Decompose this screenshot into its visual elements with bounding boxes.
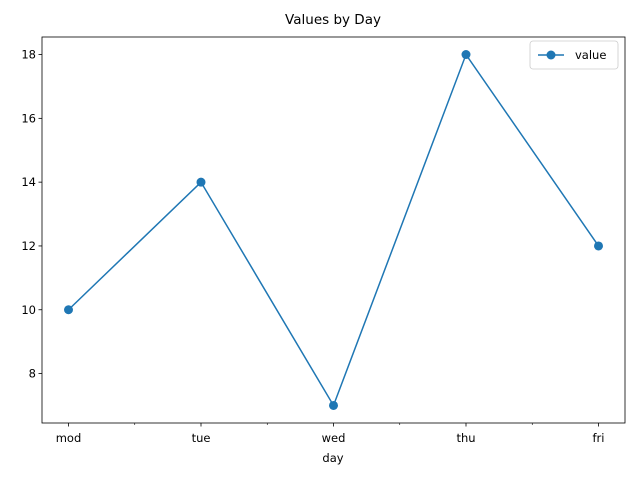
y-tick-label: 8 — [29, 367, 36, 381]
data-point — [594, 241, 603, 251]
legend-label: value — [575, 48, 606, 62]
chart-title: Values by Day — [285, 12, 381, 28]
series-layer — [64, 50, 603, 410]
y-tick-label: 12 — [21, 239, 36, 253]
legend: value — [529, 40, 619, 70]
y-axis: 8 10 12 14 16 18 — [21, 48, 42, 381]
x-tick-label: wed — [322, 431, 346, 445]
data-point — [329, 400, 338, 410]
y-tick-label: 18 — [21, 48, 36, 62]
x-axis: mod tue wed thu fri — [56, 423, 605, 445]
legend-box — [529, 40, 619, 70]
y-tick-label: 16 — [21, 111, 36, 125]
series-line — [67, 52, 600, 408]
x-tick-label: fri — [593, 431, 605, 445]
y-tick-label: 10 — [21, 303, 36, 317]
y-tick-label: 14 — [21, 175, 36, 189]
x-tick-label: mod — [56, 431, 82, 445]
x-tick-label: tue — [192, 431, 211, 445]
x-tick-label: thu — [456, 431, 475, 445]
data-point — [461, 50, 471, 60]
legend-marker — [546, 50, 556, 60]
x-axis-label: day — [322, 451, 343, 465]
data-point — [64, 305, 73, 315]
data-point — [196, 177, 206, 187]
axes-frame — [41, 36, 626, 424]
